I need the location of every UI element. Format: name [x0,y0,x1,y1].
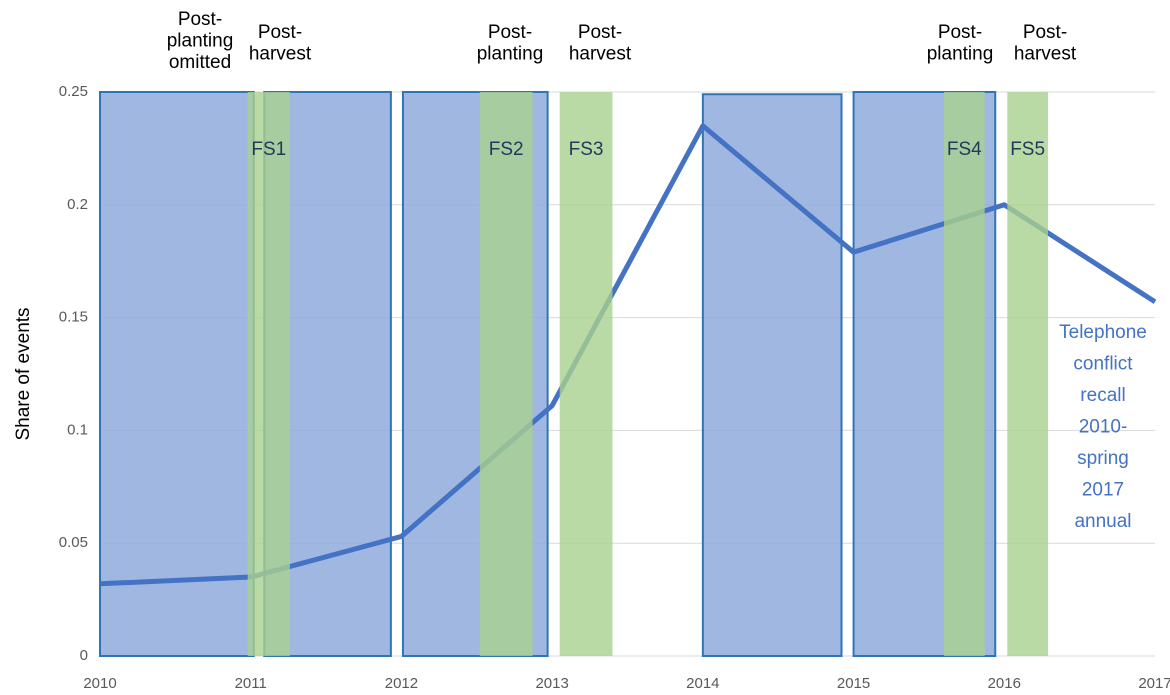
series-label: Telephone [1059,322,1147,343]
band-label: FS2 [489,139,524,160]
annotation: harvest [249,44,312,65]
fieldwork-band [479,92,533,656]
survey-box [701,93,843,658]
series-label: annual [1074,511,1131,532]
band-label: FS4 [947,139,982,160]
x-tick-label: 2014 [686,675,719,692]
annotation: planting [927,44,994,65]
survey-box [99,91,255,657]
band-label: FS5 [1010,139,1045,160]
annotation: harvest [1014,44,1077,65]
band-label: FS3 [569,139,604,160]
annotation: planting [167,31,234,52]
x-tick-label: 2016 [988,675,1021,692]
annotation: Post- [178,9,222,30]
y-tick-label: 0.05 [59,534,88,551]
annotation: Post- [938,22,982,43]
fieldwork-band [944,92,985,656]
annotation: omitted [169,52,231,73]
annotation: Post- [258,22,302,43]
series-label: conflict [1073,354,1133,375]
band-label: FS1 [251,139,286,160]
annotation: planting [477,44,544,65]
series-label: recall [1080,385,1125,406]
annotation: Post- [578,22,622,43]
y-tick-label: 0.25 [59,83,88,100]
x-tick-label: 2011 [235,675,267,692]
x-tick-label: 2012 [385,675,418,692]
y-axis-label: Share of events [13,307,34,440]
y-tick-label: 0 [80,647,88,664]
fieldwork-band [559,92,613,656]
annotation: Post- [488,22,532,43]
y-tick-label: 0.1 [67,421,88,438]
series-label: spring [1077,448,1129,469]
fieldwork-band [1007,92,1048,656]
annotation: harvest [569,44,632,65]
x-tick-label: 2017 [1138,675,1170,692]
y-tick-label: 0.2 [67,196,88,213]
x-tick-label: 2013 [535,675,568,692]
y-tick-label: 0.15 [59,309,88,326]
series-label: 2017 [1082,480,1124,501]
x-tick-label: 2015 [837,675,870,692]
fieldwork-band [247,92,290,656]
series-label: 2010- [1079,417,1128,438]
x-tick-label: 2010 [83,675,116,692]
annotation: Post- [1023,22,1067,43]
